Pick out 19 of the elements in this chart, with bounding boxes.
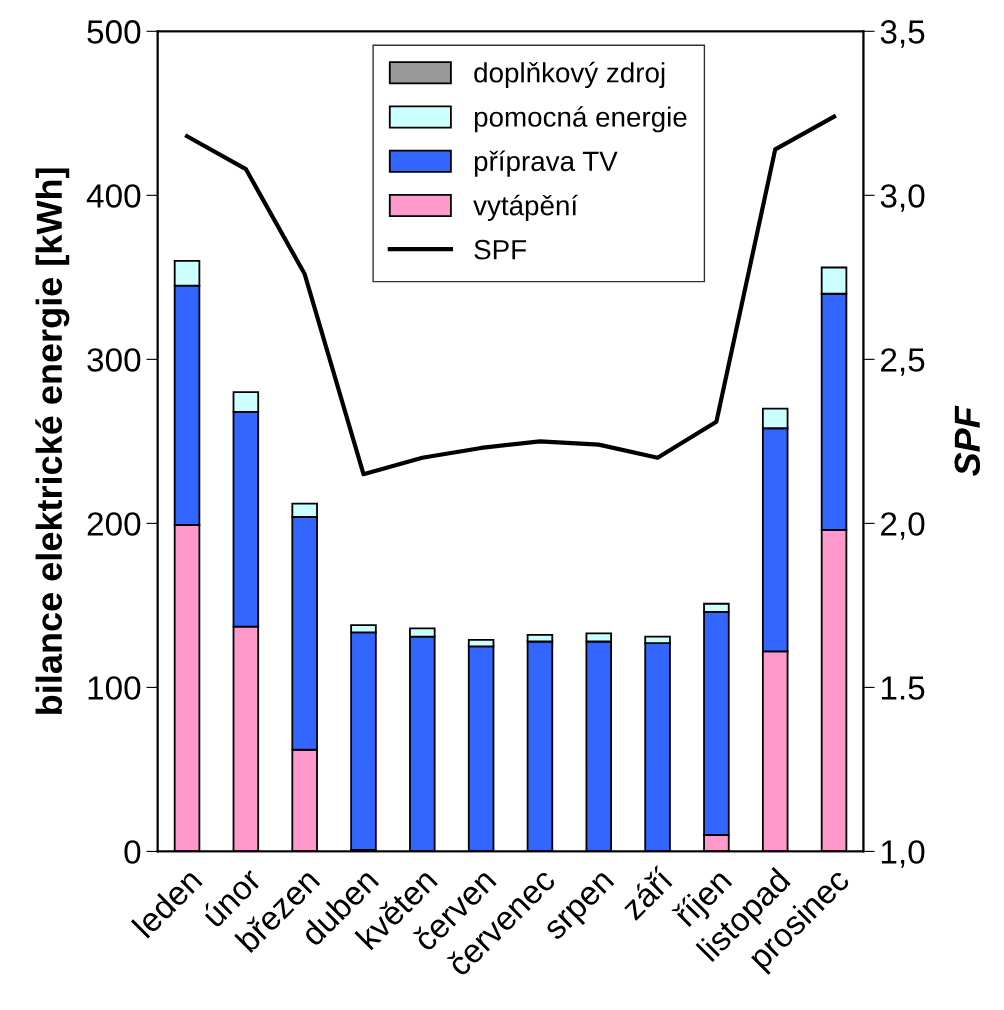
legend-label: vytápění: [473, 194, 578, 221]
y2-tick-label: 3,5: [880, 20, 925, 48]
legend-label: příprava TV: [474, 150, 618, 177]
y-tick-label: 500: [87, 20, 141, 44]
y2-axis-title: SPF: [954, 405, 981, 477]
legend-label: pomocná energie: [474, 106, 687, 133]
legend-label: SPF: [474, 239, 527, 260]
y-tick-label: 200: [87, 512, 141, 536]
y2-tick-label: 1,0: [881, 840, 925, 868]
y2-tick-label: 3,0: [880, 184, 925, 212]
y2-tick-label: 2,0: [881, 512, 925, 540]
legend-label: doplňkový zdroj: [474, 61, 665, 89]
y-axis-title: bilance elektrické energie [kWh]: [35, 168, 70, 714]
y-tick-label: 300: [87, 348, 141, 372]
y2-tick-label: 2,5: [881, 348, 925, 376]
y2-tick-label: 1.5: [881, 676, 925, 700]
y-tick-label: 100: [88, 676, 141, 700]
y-tick-label: 0: [124, 840, 141, 864]
y-tick-label: 400: [86, 184, 141, 208]
